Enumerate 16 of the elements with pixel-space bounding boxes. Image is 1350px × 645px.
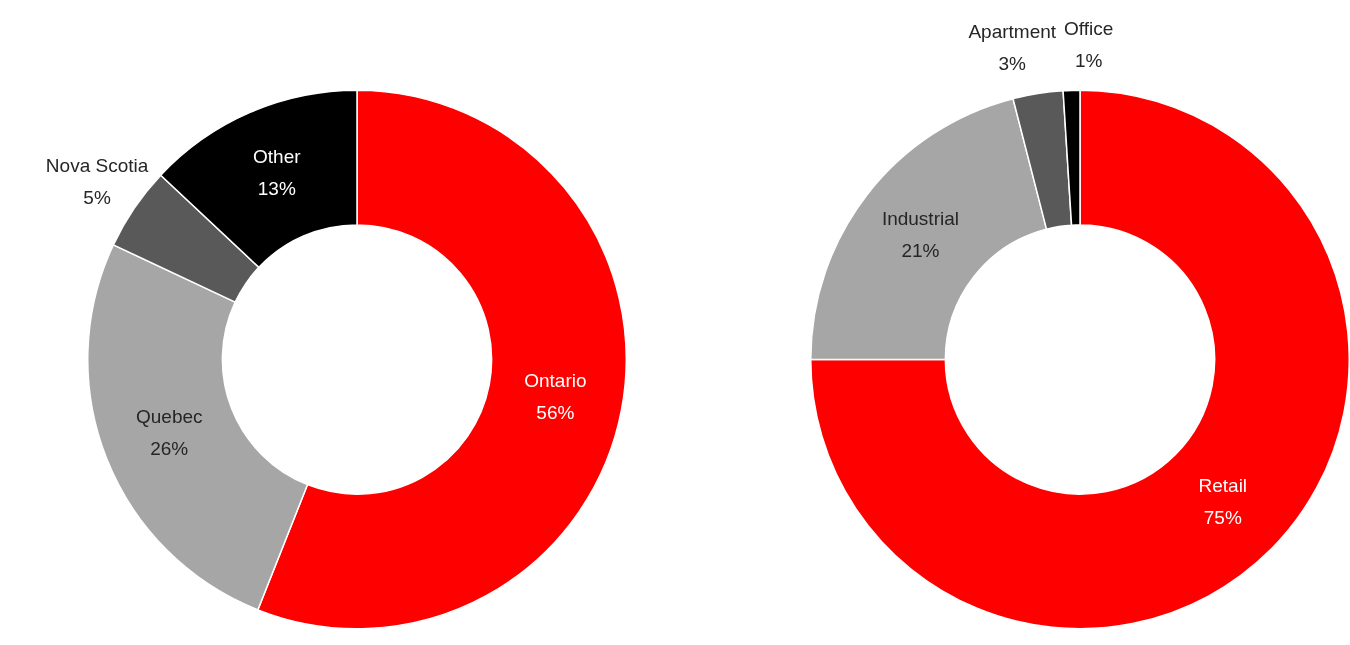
data-label: 56%: [536, 401, 575, 423]
slice-label: Other: [253, 146, 302, 168]
slice-label: Office: [1064, 17, 1114, 39]
data-label: 21%: [901, 239, 940, 261]
data-label: 5%: [83, 187, 111, 209]
slice-label: Quebec: [135, 406, 203, 428]
slice-label: Ontario: [524, 369, 587, 391]
data-label: 13%: [257, 178, 296, 200]
data-label: 3%: [998, 53, 1027, 75]
data-label: 26%: [150, 438, 189, 460]
slice-label: Nova Scotia: [45, 155, 149, 177]
slice-label: Industrial: [881, 207, 959, 229]
slice-label: Retail: [1198, 474, 1248, 496]
slice-label: Apartment: [968, 21, 1057, 43]
data-label: 1%: [1074, 49, 1103, 71]
data-label: 75%: [1203, 506, 1242, 528]
